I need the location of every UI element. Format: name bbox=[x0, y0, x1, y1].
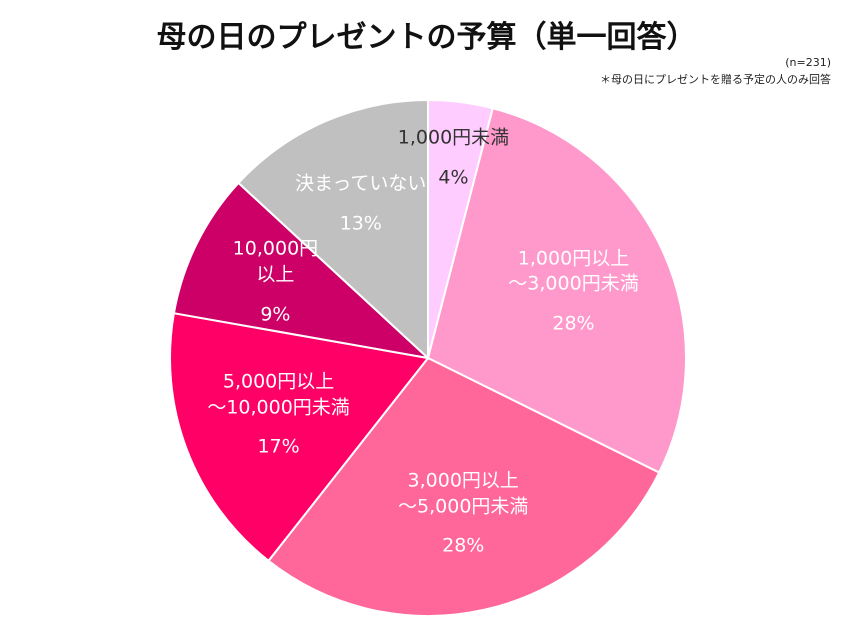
category-label: 3,000円以上 ～5,000円未満 bbox=[398, 469, 529, 518]
value-label: 4% bbox=[438, 166, 469, 189]
category-label: 決まっていない bbox=[295, 172, 427, 195]
value-label: 28% bbox=[442, 534, 485, 557]
pie-slice bbox=[267, 356, 661, 617]
slice-label: 決まっていない 13% bbox=[295, 172, 426, 237]
pie-slice bbox=[172, 181, 432, 360]
category-label: 10,000円 以上 bbox=[232, 237, 319, 286]
slice-label: 10,000円 以上 9% bbox=[233, 237, 318, 328]
slice-label: 5,000円以上 ～10,000円未満 17% bbox=[207, 370, 349, 461]
slice-label: 1,000円以上 ～3,000円未満 28% bbox=[508, 246, 638, 337]
category-label: 1,000円以上 ～3,000円未満 bbox=[508, 247, 639, 295]
category-label: 5,000円以上 ～10,000円未満 bbox=[207, 370, 350, 419]
value-label: 28% bbox=[552, 312, 595, 335]
slice-label: 1,000円未満 4% bbox=[398, 126, 509, 191]
value-label: 17% bbox=[257, 435, 300, 458]
sample-size: (n=231) bbox=[785, 56, 831, 69]
value-label: 9% bbox=[260, 303, 291, 326]
slice-label: 3,000円以上 ～5,000円未満 28% bbox=[398, 469, 528, 560]
footnote: ＊母の日にプレゼントを贈る予定の人のみ回答 bbox=[600, 73, 831, 86]
value-label: 13% bbox=[339, 212, 382, 235]
pie-slice bbox=[426, 107, 687, 474]
pie-slice bbox=[237, 98, 429, 361]
category-label: 1,000円未満 bbox=[397, 126, 510, 149]
pie-slice bbox=[169, 312, 430, 563]
chart-title: 母の日のプレゼントの予算（単一回答） bbox=[156, 20, 697, 55]
